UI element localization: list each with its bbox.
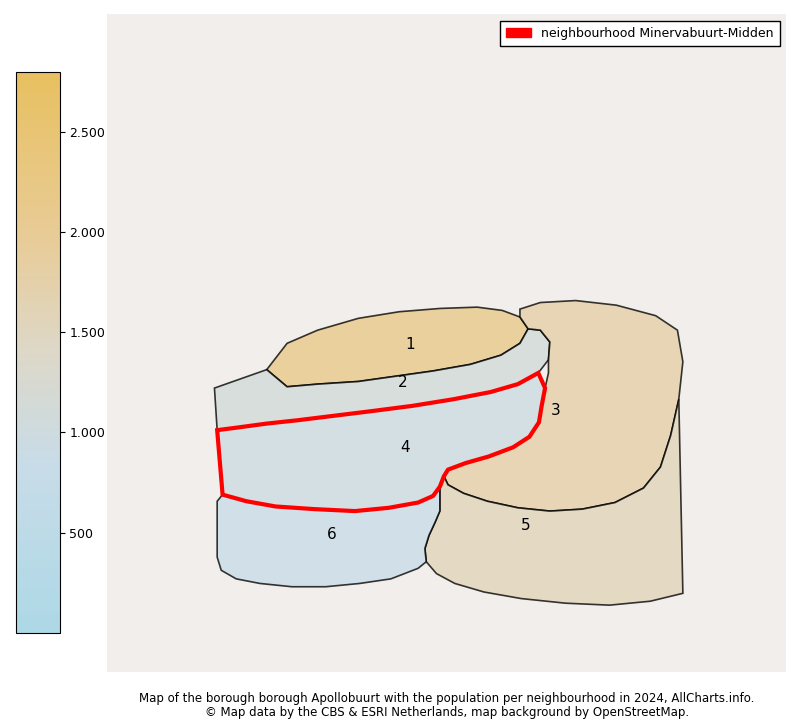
Text: © Map data by the CBS & ESRI Netherlands, map background by OpenStreetMap.: © Map data by the CBS & ESRI Netherlands… [205,706,688,719]
Text: 4: 4 [400,439,410,454]
Polygon shape [214,329,549,430]
Polygon shape [444,301,683,511]
Text: 3: 3 [551,403,561,418]
Text: Map of the borough borough Apollobuurt with the population per neighbourhood in : Map of the borough borough Apollobuurt w… [139,692,754,705]
Text: 6: 6 [326,527,336,542]
Text: 2: 2 [398,375,407,390]
Text: 5: 5 [521,518,530,533]
Polygon shape [218,373,545,511]
Legend: neighbourhood Minervabuurt-Midden: neighbourhood Minervabuurt-Midden [499,21,780,46]
Text: 1: 1 [405,337,414,352]
Polygon shape [425,399,683,605]
Polygon shape [218,487,440,587]
Polygon shape [267,307,528,387]
